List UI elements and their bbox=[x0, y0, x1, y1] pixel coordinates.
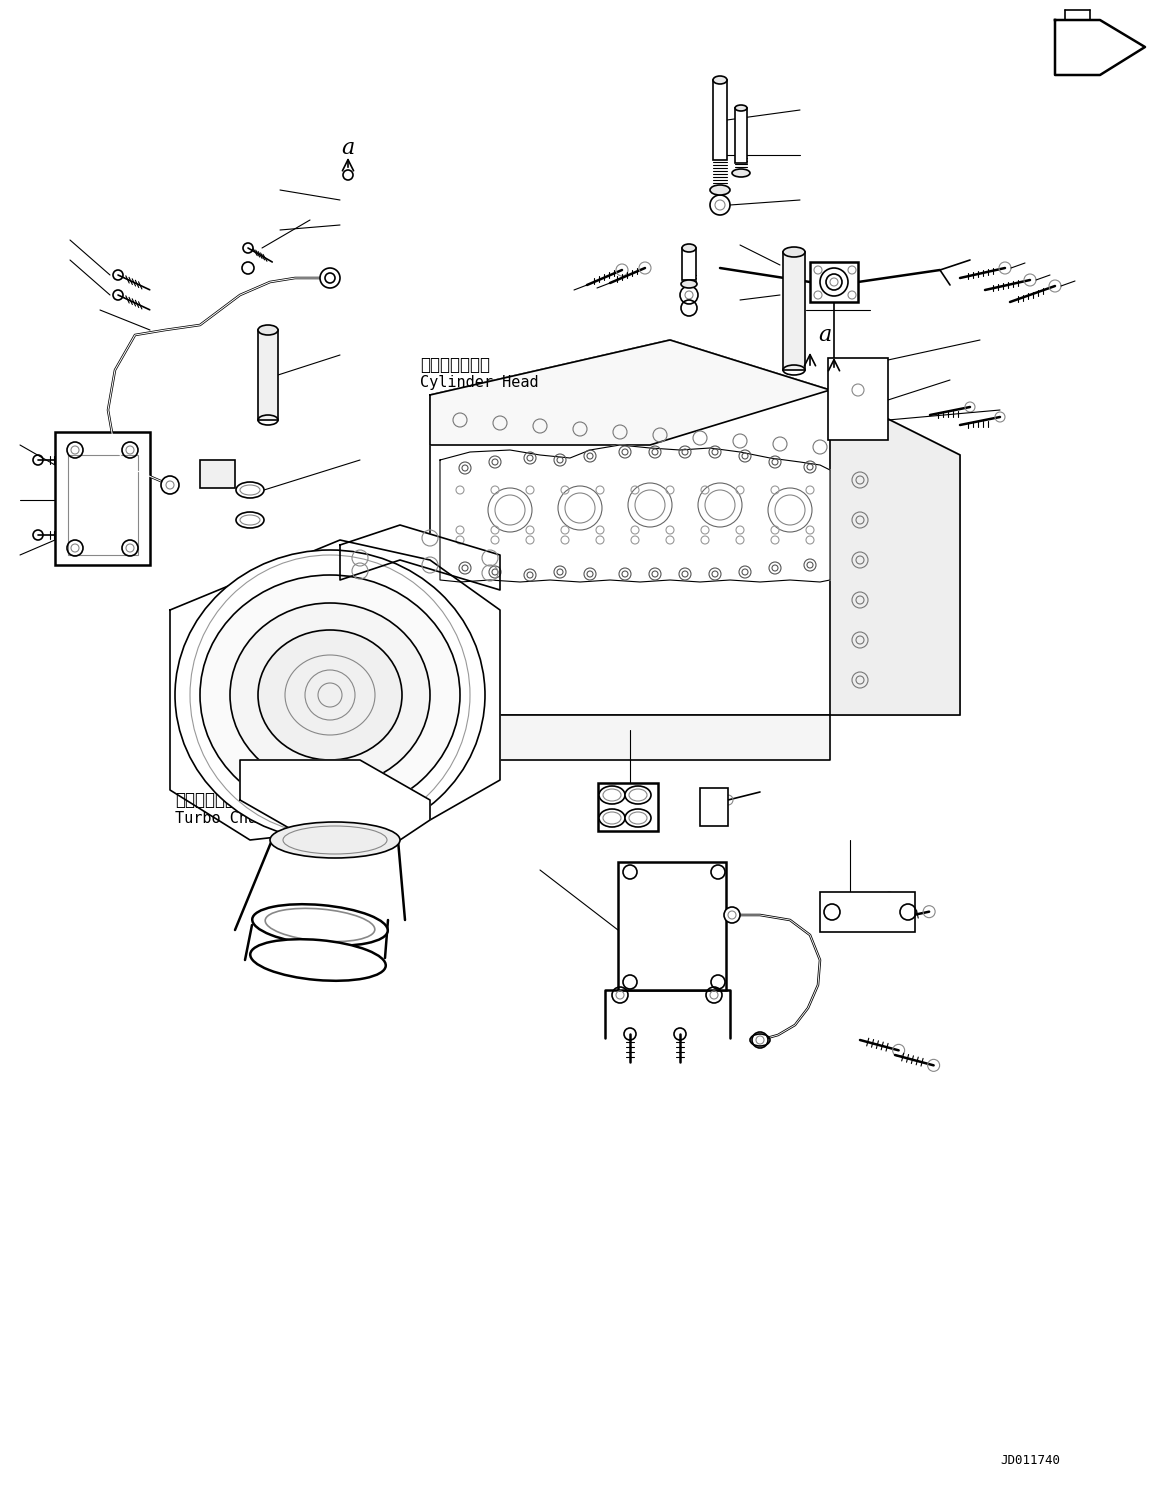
Ellipse shape bbox=[709, 185, 730, 195]
Circle shape bbox=[320, 268, 340, 287]
Polygon shape bbox=[1055, 19, 1146, 74]
Bar bbox=[713, 80, 727, 159]
Ellipse shape bbox=[250, 940, 386, 981]
Bar bbox=[682, 249, 695, 280]
Polygon shape bbox=[240, 759, 430, 840]
Text: Turbo Charger: Turbo Charger bbox=[174, 810, 293, 825]
Bar bbox=[618, 862, 726, 990]
Text: a: a bbox=[342, 137, 355, 159]
Bar bbox=[258, 331, 278, 420]
Ellipse shape bbox=[258, 630, 402, 759]
Ellipse shape bbox=[735, 106, 747, 112]
Bar bbox=[67, 456, 138, 555]
Polygon shape bbox=[440, 445, 830, 582]
Ellipse shape bbox=[713, 76, 727, 83]
Bar bbox=[200, 460, 235, 488]
Ellipse shape bbox=[783, 247, 805, 258]
Circle shape bbox=[752, 1032, 768, 1048]
Ellipse shape bbox=[200, 575, 461, 814]
Circle shape bbox=[343, 170, 354, 180]
Text: Cylinder Head: Cylinder Head bbox=[420, 375, 538, 390]
Polygon shape bbox=[170, 541, 500, 840]
Polygon shape bbox=[830, 390, 959, 715]
Ellipse shape bbox=[599, 786, 625, 804]
Circle shape bbox=[820, 268, 848, 296]
Ellipse shape bbox=[236, 512, 264, 529]
Ellipse shape bbox=[599, 809, 625, 826]
Circle shape bbox=[725, 907, 740, 923]
Circle shape bbox=[160, 476, 179, 494]
Bar bbox=[735, 109, 747, 162]
Ellipse shape bbox=[258, 325, 278, 335]
Polygon shape bbox=[430, 715, 830, 759]
Polygon shape bbox=[430, 339, 959, 715]
Bar bbox=[600, 785, 655, 829]
Ellipse shape bbox=[682, 280, 697, 287]
Ellipse shape bbox=[174, 549, 485, 840]
Ellipse shape bbox=[236, 482, 264, 497]
Ellipse shape bbox=[252, 904, 387, 946]
Bar bbox=[828, 357, 889, 441]
Bar bbox=[598, 783, 658, 831]
Polygon shape bbox=[340, 526, 500, 590]
Ellipse shape bbox=[625, 786, 651, 804]
Bar bbox=[783, 252, 805, 369]
Ellipse shape bbox=[230, 603, 430, 788]
Text: FWD: FWD bbox=[1066, 42, 1113, 60]
Text: シリンダヘッド: シリンダヘッド bbox=[420, 356, 490, 374]
Ellipse shape bbox=[732, 168, 750, 177]
Bar bbox=[809, 262, 858, 302]
Text: a: a bbox=[819, 325, 832, 345]
Text: ターボチャージャ: ターボチャージャ bbox=[174, 791, 255, 809]
Polygon shape bbox=[430, 339, 830, 445]
Ellipse shape bbox=[682, 244, 695, 252]
Bar bbox=[55, 432, 150, 564]
Text: JD011740: JD011740 bbox=[1000, 1453, 1059, 1467]
Ellipse shape bbox=[270, 822, 400, 858]
Bar bbox=[820, 892, 915, 932]
Ellipse shape bbox=[625, 809, 651, 826]
Bar bbox=[700, 788, 728, 826]
